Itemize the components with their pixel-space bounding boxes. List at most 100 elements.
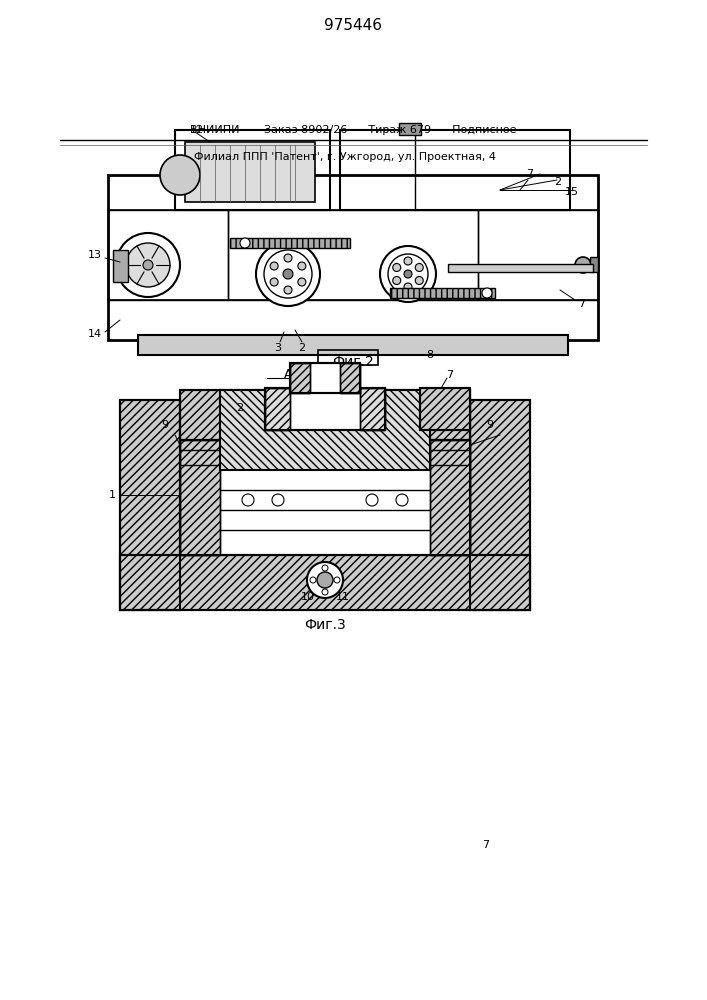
Bar xyxy=(430,440,470,555)
Circle shape xyxy=(310,577,316,583)
Bar xyxy=(228,210,478,300)
Text: 7: 7 xyxy=(446,370,454,380)
Text: Фиг.3: Фиг.3 xyxy=(304,618,346,632)
Circle shape xyxy=(242,494,254,506)
Text: 14: 14 xyxy=(88,329,102,339)
Text: 10: 10 xyxy=(301,592,315,602)
Circle shape xyxy=(366,494,378,506)
Circle shape xyxy=(298,262,306,270)
Circle shape xyxy=(270,278,278,286)
Bar xyxy=(448,264,593,272)
Bar xyxy=(180,440,220,555)
Bar xyxy=(318,350,378,365)
Text: Фиг.2: Фиг.2 xyxy=(332,355,374,369)
Bar xyxy=(120,555,530,610)
Bar xyxy=(290,363,310,393)
Circle shape xyxy=(393,276,401,284)
Text: А – А: А – А xyxy=(284,368,315,381)
Bar xyxy=(420,388,470,430)
Circle shape xyxy=(404,270,412,278)
Circle shape xyxy=(322,565,328,571)
Circle shape xyxy=(298,278,306,286)
Circle shape xyxy=(284,254,292,262)
Bar xyxy=(120,400,180,610)
Circle shape xyxy=(256,242,320,306)
Bar xyxy=(290,363,360,393)
Text: 2: 2 xyxy=(298,343,305,353)
Bar xyxy=(180,440,470,555)
Text: 11: 11 xyxy=(336,592,350,602)
Text: 975446: 975446 xyxy=(324,17,382,32)
Bar xyxy=(470,400,530,610)
Text: 13: 13 xyxy=(88,250,102,260)
Bar xyxy=(120,400,180,610)
Bar xyxy=(430,440,470,555)
Bar xyxy=(220,390,430,470)
Bar xyxy=(265,388,290,430)
Text: 3: 3 xyxy=(296,365,303,375)
Bar xyxy=(470,400,530,610)
Circle shape xyxy=(322,589,328,595)
Circle shape xyxy=(126,243,170,287)
Bar xyxy=(340,363,360,393)
Bar xyxy=(340,363,360,393)
Text: ВНИИПИ       Заказ 8902/26      Тираж 679      Подписное: ВНИИПИ Заказ 8902/26 Тираж 679 Подписное xyxy=(189,125,516,135)
Bar xyxy=(290,363,360,393)
Circle shape xyxy=(307,562,343,598)
Text: 15: 15 xyxy=(565,187,579,197)
Text: 12: 12 xyxy=(190,125,204,135)
Circle shape xyxy=(334,577,340,583)
Text: 9: 9 xyxy=(486,420,493,430)
Bar xyxy=(108,175,598,340)
Circle shape xyxy=(482,288,492,298)
Text: 8: 8 xyxy=(426,350,433,360)
Circle shape xyxy=(415,276,423,284)
Bar xyxy=(108,210,228,300)
Bar xyxy=(120,555,530,610)
Circle shape xyxy=(575,257,591,273)
Bar xyxy=(590,257,598,272)
Bar xyxy=(185,142,315,202)
Circle shape xyxy=(283,269,293,279)
Circle shape xyxy=(380,246,436,302)
Circle shape xyxy=(396,494,408,506)
Bar xyxy=(180,390,470,440)
Circle shape xyxy=(272,494,284,506)
Bar xyxy=(399,123,421,135)
Bar xyxy=(265,388,385,430)
Text: 7: 7 xyxy=(578,299,585,309)
Text: Филиал ППП 'Патент', г. Ужгород, ул. Проектная, 4: Филиал ППП 'Патент', г. Ужгород, ул. Про… xyxy=(194,152,496,162)
Circle shape xyxy=(317,572,333,588)
Circle shape xyxy=(160,155,200,195)
Bar xyxy=(138,335,568,355)
Text: 2: 2 xyxy=(554,177,561,187)
Bar xyxy=(360,388,385,430)
Circle shape xyxy=(393,263,401,271)
Circle shape xyxy=(270,262,278,270)
Text: 3: 3 xyxy=(274,343,281,353)
Text: 7: 7 xyxy=(482,840,489,850)
Bar xyxy=(180,440,220,555)
Circle shape xyxy=(143,260,153,270)
Text: 9: 9 xyxy=(161,420,168,430)
Bar xyxy=(230,238,350,248)
Circle shape xyxy=(404,257,412,265)
Bar xyxy=(113,250,128,282)
Bar xyxy=(175,130,330,210)
Bar xyxy=(360,388,385,430)
Bar xyxy=(420,388,470,430)
Text: 7: 7 xyxy=(527,169,534,179)
Circle shape xyxy=(415,263,423,271)
Circle shape xyxy=(240,238,250,248)
Bar xyxy=(478,210,598,300)
Bar xyxy=(340,130,570,210)
Bar xyxy=(265,388,290,430)
Text: 2: 2 xyxy=(236,403,244,413)
Text: 1: 1 xyxy=(108,490,115,500)
Bar xyxy=(290,363,310,393)
Circle shape xyxy=(284,286,292,294)
Bar xyxy=(265,388,385,430)
Circle shape xyxy=(116,233,180,297)
Bar xyxy=(180,390,470,440)
Circle shape xyxy=(404,283,412,291)
